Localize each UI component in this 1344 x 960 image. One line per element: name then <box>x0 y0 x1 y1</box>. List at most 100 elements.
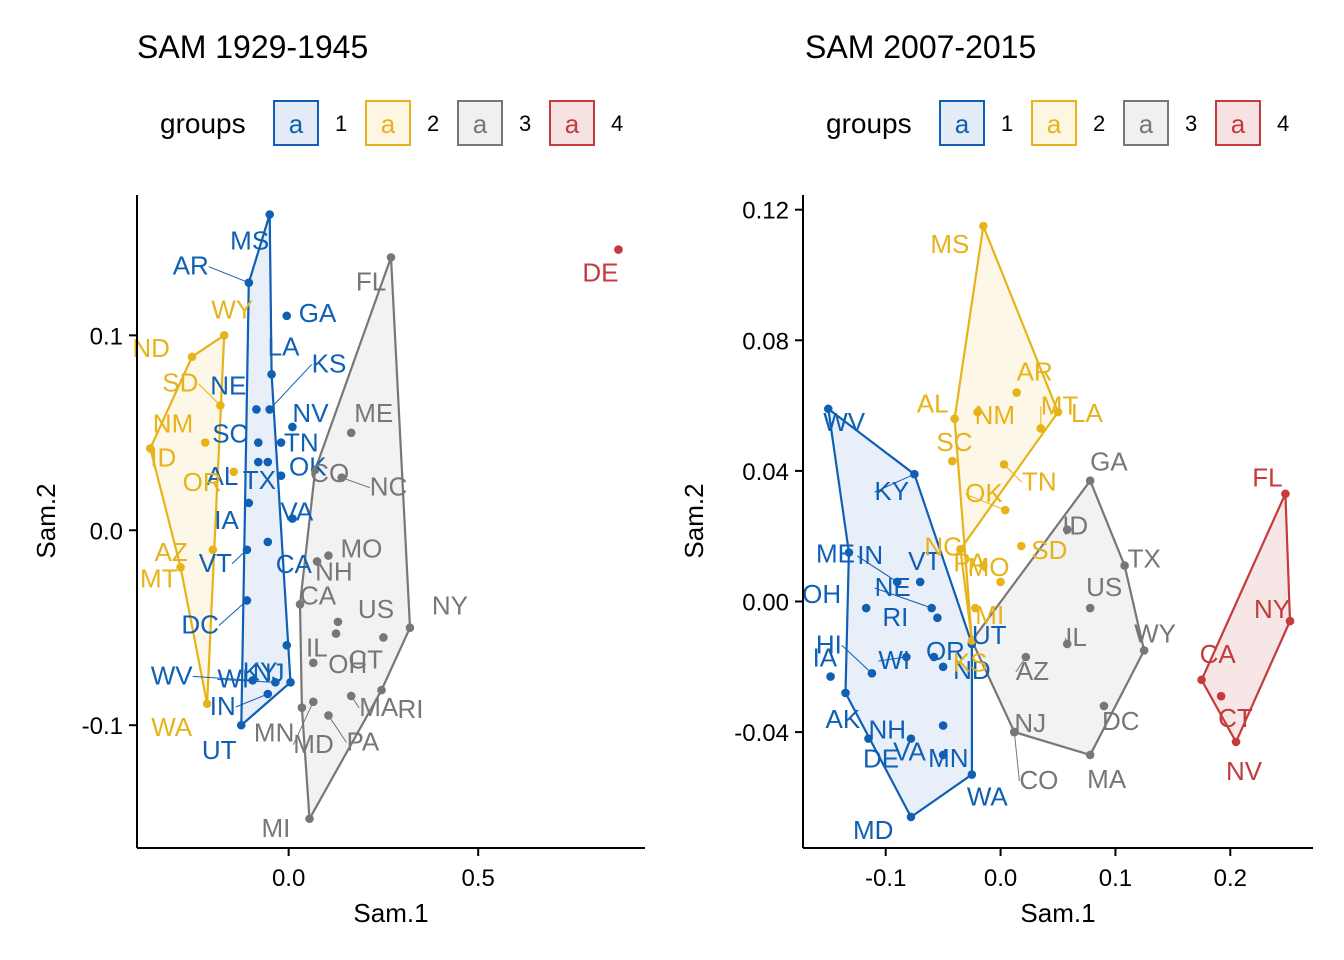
point-LA <box>1053 407 1063 417</box>
leader-DC <box>218 600 248 626</box>
point-AR <box>1012 388 1021 397</box>
point-MI <box>305 814 314 824</box>
y-tick-label: 0.00 <box>742 589 789 616</box>
legend-key-3 <box>457 100 503 146</box>
point-NH <box>312 557 322 566</box>
point-label-LA: LA <box>268 331 300 361</box>
point-SD <box>216 401 225 410</box>
y-tick-label: 0.08 <box>742 328 789 355</box>
point-CA <box>263 537 273 547</box>
point-WV <box>248 676 257 685</box>
point-label-VA: VA <box>280 497 313 527</box>
legend-entry-1: 1 <box>335 111 347 136</box>
y-tick-label: -0.04 <box>734 720 789 747</box>
legend-key-3 <box>1123 100 1169 146</box>
point-label-ND: ND <box>132 333 170 363</box>
point-SD <box>1016 541 1026 551</box>
legend-title: groups <box>160 108 246 139</box>
point-label-US: US <box>358 594 394 624</box>
point-NC <box>956 544 965 554</box>
legend: groups a 1 a 2 a 3 a 4 <box>160 100 623 146</box>
point-label-TN: TN <box>284 428 319 458</box>
point-label-FL: FL <box>356 266 386 296</box>
x-tick-label: -0.1 <box>865 865 906 892</box>
hull-group-1 <box>826 406 974 819</box>
x-tick-label: 0.5 <box>462 865 495 892</box>
point-HI <box>867 669 877 678</box>
point-label-NY: NY <box>1254 594 1290 624</box>
point-label-ID: ID <box>1062 511 1088 541</box>
point-DC <box>1099 701 1109 711</box>
point-IL <box>1062 639 1072 649</box>
point-label-MO: MO <box>968 552 1010 582</box>
leader-PA <box>328 715 347 743</box>
point-label-UT: UT <box>202 735 237 765</box>
point-IL <box>331 629 341 638</box>
point-KY <box>910 469 919 479</box>
point-label-WY: WY <box>1134 618 1176 648</box>
y-tick-label: 0.04 <box>742 459 789 486</box>
x-tick-label: 0.0 <box>272 865 305 892</box>
point-label-PA: PA <box>346 726 379 756</box>
legend-key-4 <box>549 100 595 146</box>
axes: -0.1 0.0 0.1 0.2 -0.04 0.00 0.04 0.08 0.12 Sam.1 S… <box>679 195 1313 928</box>
point-ND <box>938 662 948 672</box>
point-label-MI: MI <box>261 813 290 843</box>
hull-group-2 <box>149 333 226 705</box>
point-label-CA: CA <box>300 580 337 610</box>
point-DE <box>614 245 623 254</box>
point-TX <box>1120 561 1129 570</box>
point-ME <box>844 548 854 557</box>
point-label-AK: AK <box>826 704 861 734</box>
point-ND <box>187 352 197 362</box>
point-label-WI: WI <box>878 645 910 675</box>
point-label-NE: NE <box>210 370 246 400</box>
data-points <box>823 221 1295 822</box>
point-WY <box>219 331 229 340</box>
point-label-MS: MS <box>230 225 269 255</box>
legend-key-glyph: a <box>381 109 396 139</box>
point-label-NV: NV <box>1226 756 1263 786</box>
point-NJ <box>286 678 295 687</box>
point-label-IN: IN <box>210 691 236 721</box>
point-MO <box>996 577 1005 587</box>
point-label-OR: OR <box>183 467 222 497</box>
point-label-CO: CO <box>1019 765 1058 795</box>
point-TN <box>999 460 1009 469</box>
leader-WV <box>192 675 253 681</box>
x-tick-label: 0.2 <box>1214 865 1247 892</box>
leader-WI <box>878 656 907 662</box>
point-label-NM: NM <box>975 400 1015 430</box>
point-label-VA: VA <box>893 737 926 767</box>
point-MT <box>176 563 185 572</box>
panel-sam-2007-2015: SAM 2007-2015 groups a 1 a 2 a 3 a 4 WV KY ME IN VT O… <box>679 29 1313 928</box>
point-label-ME: ME <box>354 398 393 428</box>
point-RI <box>377 685 386 695</box>
point-SC <box>948 456 957 466</box>
point-label-MS: MS <box>930 229 969 259</box>
y-tick-label: 0.12 <box>742 198 789 225</box>
point-OR <box>229 467 238 477</box>
point-label-SC: SC <box>936 427 972 457</box>
point-FL <box>1281 489 1290 499</box>
point-label-ME: ME <box>816 539 855 569</box>
point-US <box>1085 603 1095 613</box>
point-AZ <box>208 545 218 555</box>
point-label-UT: UT <box>972 620 1007 650</box>
y-axis-label: Sam.2 <box>31 483 61 558</box>
point-AL <box>254 457 263 467</box>
point-RI <box>933 613 942 623</box>
point-AR <box>244 278 254 288</box>
point-NM <box>973 407 982 417</box>
leader-SD <box>198 383 221 406</box>
point-label-IA: IA <box>214 505 239 535</box>
point-label-TX: TX <box>243 465 276 495</box>
point-label-MA: MA <box>1087 764 1127 794</box>
point-OH <box>861 603 871 613</box>
legend-entry-2: 2 <box>427 111 439 136</box>
legend: groups a 1 a 2 a 3 a 4 <box>826 100 1289 146</box>
point-NM <box>200 438 210 447</box>
legend-entry-4: 4 <box>611 111 623 136</box>
point-VA <box>938 721 948 730</box>
